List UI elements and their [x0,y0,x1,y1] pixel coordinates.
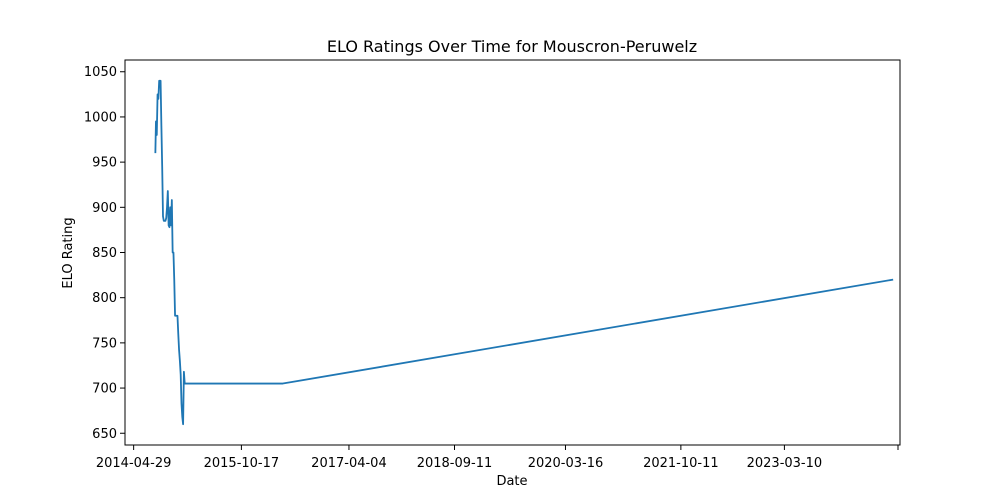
x-tick-label: 2015-10-17 [204,456,280,471]
y-tick-label: 900 [92,201,117,216]
y-tick-label: 700 [92,382,117,397]
x-tick-label: 2018-09-11 [417,456,493,471]
x-tick-label: 2020-03-16 [528,456,604,471]
x-tick-label: 2021-10-11 [643,456,719,471]
series-line-0 [154,79,894,426]
chart-title: ELO Ratings Over Time for Mouscron-Peruw… [327,37,697,56]
y-tick-label: 800 [92,291,117,306]
y-tick-label: 650 [92,427,117,442]
x-axis-label: Date [496,474,527,489]
y-tick-label: 850 [92,246,117,261]
y-tick-label: 950 [92,156,117,171]
x-tick-label: 2023-03-10 [747,456,823,471]
y-tick-label: 750 [92,336,117,351]
y-tick-label: 1000 [84,110,117,125]
plot-area: 650 700 750 800 850 900 950 1000 1050 2014-04-29 2… [84,59,901,471]
y-tick-label: 1050 [84,65,117,80]
x-tick-label: 2017-04-04 [311,456,387,471]
x-tick-label: 2014-04-29 [96,456,172,471]
y-axis-label: ELO Rating [61,217,76,288]
